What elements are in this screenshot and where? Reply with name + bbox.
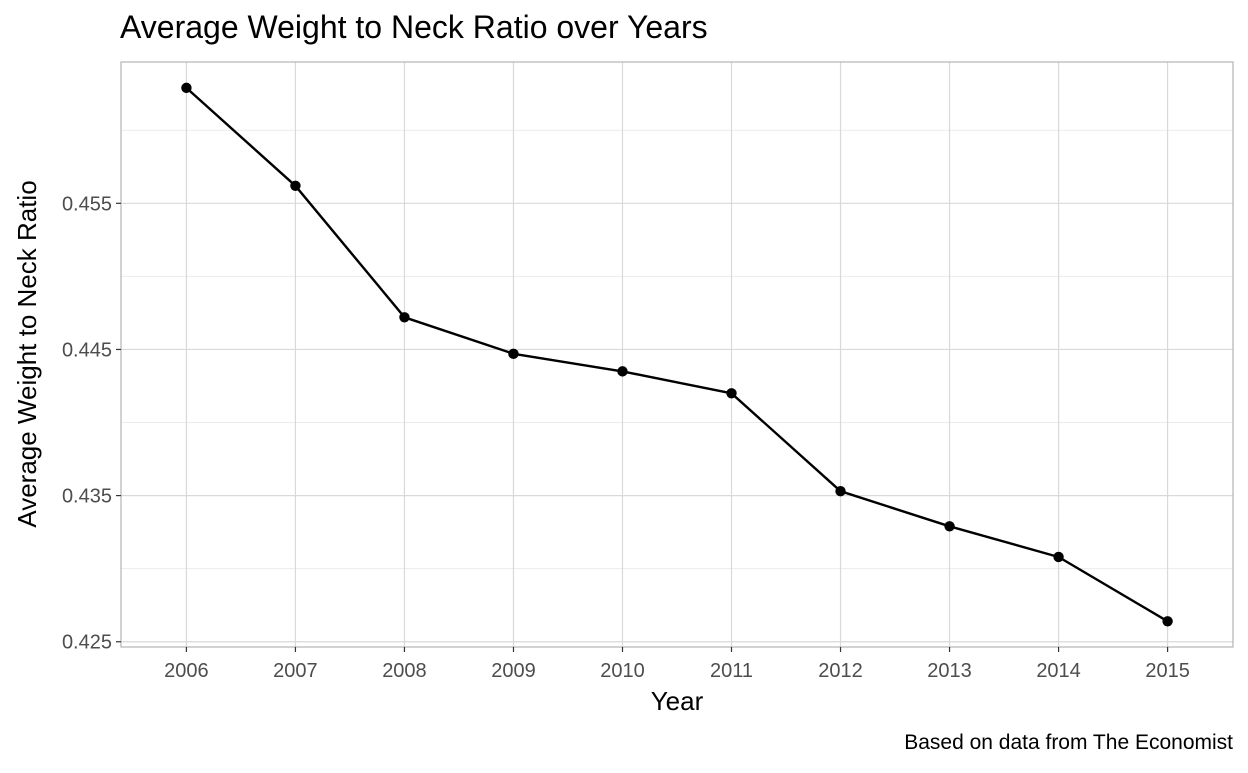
data-point [617, 366, 628, 377]
data-point [290, 180, 301, 191]
x-tick-label: 2007 [273, 660, 318, 682]
data-point [508, 348, 519, 360]
y-axis: 0.425 0.435 0.445 0.455 [62, 193, 121, 654]
x-tick-label: 2011 [710, 660, 753, 682]
y-axis-title: Average Weight to Neck Ratio [12, 180, 42, 527]
x-tick-label: 2012 [818, 660, 863, 682]
x-tick-label: 2013 [927, 660, 972, 682]
data-point [726, 388, 737, 399]
x-tick-label: 2014 [1036, 660, 1081, 682]
x-axis: 2006 2007 2008 2009 2010 2011 2012 2013 2014 2015 [164, 647, 1190, 682]
data-point [835, 486, 846, 497]
x-tick-label: 2009 [491, 660, 536, 682]
y-tick-label: 0.455 [62, 193, 112, 215]
x-tick-label: 2006 [164, 660, 209, 682]
y-tick-label: 0.425 [62, 632, 112, 654]
data-point [181, 82, 192, 94]
x-tick-label: 2008 [382, 660, 427, 682]
data-point [1162, 616, 1173, 627]
panel-border [120, 61, 1234, 648]
series [181, 82, 1173, 627]
series-line [185, 87, 1169, 623]
y-tick-label: 0.445 [62, 339, 112, 361]
x-tick-label: 2015 [1145, 660, 1190, 682]
data-point [399, 312, 410, 323]
caption: Based on data from The Economist [904, 731, 1233, 754]
x-tick-label: 2010 [600, 660, 645, 682]
chart-title: Average Weight to Neck Ratio over Years [120, 9, 708, 45]
data-point [944, 521, 955, 532]
grid [121, 62, 1233, 647]
data-point [1053, 551, 1064, 563]
y-tick-label: 0.435 [62, 486, 112, 508]
x-axis-title: Year [651, 686, 704, 716]
